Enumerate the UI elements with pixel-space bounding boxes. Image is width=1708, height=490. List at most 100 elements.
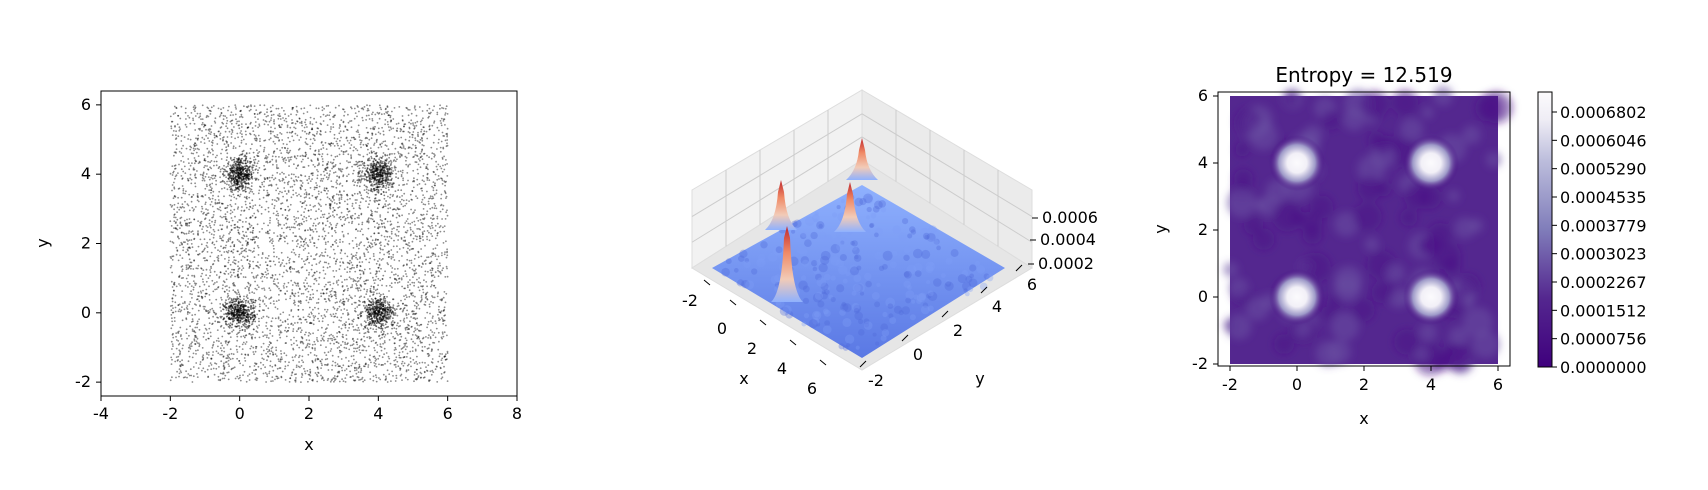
scatter-point [279,180,281,183]
scatter-point [346,175,348,178]
scatter-point [290,226,293,229]
scatter-point [400,147,403,150]
scatter-point [340,119,343,121]
scatter-point [185,277,188,280]
scatter-point [335,186,338,189]
scatter-point [412,212,414,215]
scatter-point [385,145,388,147]
scatter-point [394,281,396,284]
scatter-point [356,199,358,201]
scatter-point [249,205,251,208]
scatter-point [326,266,329,269]
scatter-point [384,379,387,381]
scatter-point [316,366,319,369]
scatter-point [359,230,362,233]
scatter-point [179,244,181,247]
scatter-point [326,167,329,169]
scatter-point [194,144,196,147]
scatter-point [440,117,443,120]
scatter-point [188,258,191,261]
scatter-point [220,349,223,352]
scatter-point [431,195,434,198]
scatter-point [291,106,294,109]
scatter-point [215,135,218,138]
scatter-point [256,327,259,329]
scatter-point [204,305,206,308]
scatter-point [271,158,274,161]
scatter-point [201,179,204,182]
scatter-point [279,235,282,238]
scatter-point [238,360,241,362]
scatter-point [324,328,327,331]
scatter-point [209,109,212,112]
scatter-point [309,121,312,123]
scatter-point [240,130,243,132]
scatter-point [186,280,189,283]
scatter-point [268,350,271,352]
scatter-point [422,285,424,287]
scatter-point [333,275,336,278]
scatter-point [194,174,196,177]
scatter-point [213,210,215,213]
scatter-point [443,135,446,137]
scatter-point [182,188,185,190]
scatter-point [318,312,320,315]
scatter-point [416,197,419,200]
scatter-point [290,113,292,116]
scatter-point [183,233,186,235]
scatter-point [397,230,400,233]
scatter-point [432,214,435,216]
scatter-point [387,211,389,214]
scatter-point [288,261,291,264]
scatter-point [349,139,352,142]
scatter-point [406,345,408,348]
scatter-point [224,320,227,323]
scatter-point [352,340,355,342]
scatter-point [173,214,176,216]
scatter-point [410,112,413,115]
scatter-point [257,192,260,195]
scatter-point [230,297,233,300]
scatter-point [239,132,242,134]
scatter-point [435,207,438,210]
scatter-point [344,377,347,379]
scatter-point [408,109,411,111]
scatter-point [328,295,330,297]
scatter-point [339,218,342,221]
scatter-point [205,338,208,341]
scatter-point [203,159,206,162]
scatter-point [409,223,412,225]
scatter-point [439,271,442,274]
scatter-point [322,317,324,320]
scatter-point [441,252,443,254]
scatter-point [252,333,254,336]
scatter-point [443,230,446,233]
scatter-point [251,291,254,294]
scatter-point [258,189,261,192]
scatter-point [346,278,348,281]
scatter-point [395,216,398,219]
scatter-point [420,296,423,299]
scatter-point [256,149,258,152]
scatter-point [355,341,358,344]
scatter-point [230,217,233,219]
scatter-point [422,336,425,339]
scatter-point [389,126,392,129]
scatter-point [383,235,386,238]
scatter-point [402,346,405,348]
scatter-point [320,191,323,194]
scatter-point [200,295,203,298]
scatter-point [229,203,232,206]
scatter-point [172,242,175,244]
scatter-point [209,238,211,241]
scatter-point [212,228,215,231]
scatter-point [171,297,174,300]
scatter-point [255,368,257,371]
scatter-point [442,226,444,229]
scatter-point [169,115,172,118]
scatter-point [329,215,332,218]
scatter-point [277,240,280,242]
scatter-point [262,364,265,366]
scatter-point [221,372,224,375]
scatter-point [338,326,340,328]
